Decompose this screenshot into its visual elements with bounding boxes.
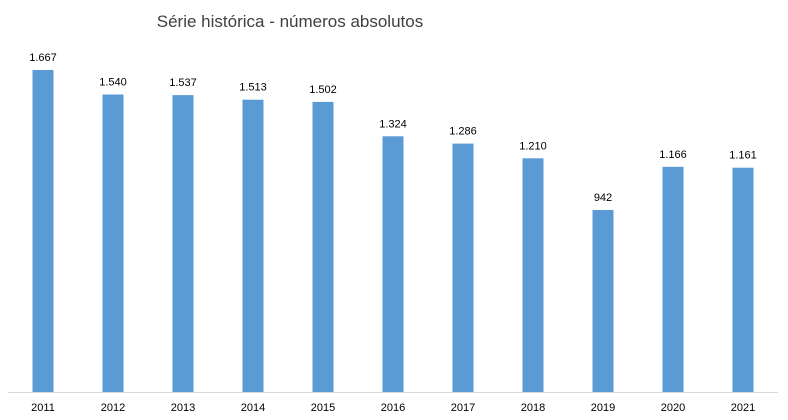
x-tick-label-2016: 2016 [381, 402, 405, 414]
data-label-2017: 1.286 [449, 126, 477, 138]
bar-2015 [312, 101, 334, 393]
x-tick-label-2021: 2021 [731, 402, 755, 414]
data-label-2015: 1.502 [309, 84, 337, 96]
x-tick-label-2017: 2017 [451, 402, 475, 414]
bar-2019 [592, 210, 614, 392]
x-tick-label-2013: 2013 [171, 402, 195, 414]
bars-group [32, 70, 754, 393]
x-tick-label-2015: 2015 [311, 402, 335, 414]
data-label-2013: 1.537 [169, 77, 197, 89]
bar-2012 [102, 94, 124, 392]
data-label-2016: 1.324 [379, 118, 407, 130]
data-label-2011: 1.667 [29, 52, 57, 64]
data-label-2019: 942 [594, 192, 612, 204]
data-label-2014: 1.513 [239, 82, 267, 94]
bar-2017 [452, 143, 474, 392]
data-label-2021: 1.161 [729, 150, 757, 162]
data-labels-group: 1.667 1.540 1.537 1.513 1.502 1.324 1.286 1.210… [29, 52, 757, 204]
bar-2014 [242, 99, 264, 392]
bar-2021 [732, 167, 754, 392]
x-tick-label-2014: 2014 [241, 402, 265, 414]
x-tick-label-2011: 2011 [31, 402, 55, 414]
bar-2011 [32, 70, 54, 392]
bar-2020 [662, 166, 684, 392]
x-tick-label-2012: 2012 [101, 402, 125, 414]
data-label-2020: 1.166 [659, 149, 687, 161]
data-label-2018: 1.210 [519, 140, 547, 152]
bar-2013 [172, 95, 194, 392]
bar-2016 [382, 136, 404, 392]
x-tick-label-2019: 2019 [591, 402, 615, 414]
bar-2018 [522, 158, 544, 392]
chart-title: Série histórica - números absolutos [157, 12, 423, 31]
x-tick-label-2020: 2020 [661, 402, 685, 414]
data-label-2012: 1.540 [99, 77, 127, 89]
x-tick-labels-group: 2011 2012 2013 2014 2015 2016 2017 2018 2019 2020… [31, 402, 755, 414]
x-tick-label-2018: 2018 [521, 402, 545, 414]
